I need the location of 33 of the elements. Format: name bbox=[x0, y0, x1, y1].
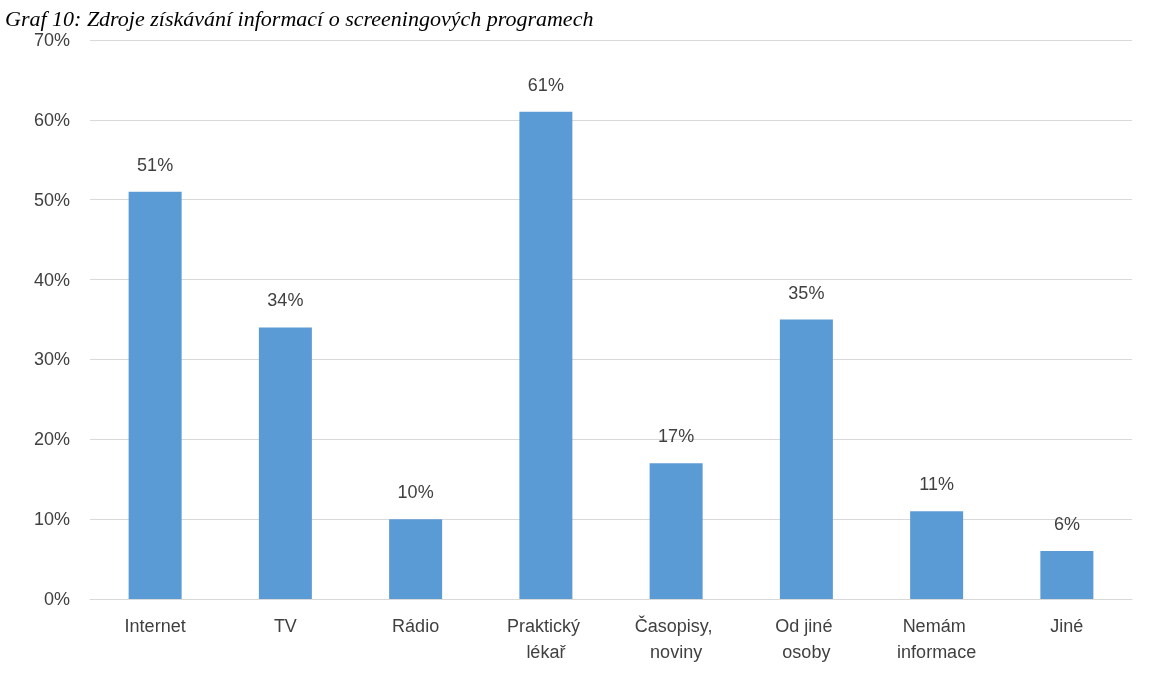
data-label: 51% bbox=[137, 154, 174, 175]
data-label: 34% bbox=[267, 290, 304, 311]
y-tick-label: 30% bbox=[33, 349, 70, 370]
x-tick-label: Internet bbox=[124, 616, 186, 636]
y-tick-label: 0% bbox=[43, 589, 70, 609]
bar bbox=[128, 191, 182, 599]
bar bbox=[258, 327, 312, 599]
y-tick-label: 40% bbox=[33, 269, 70, 290]
x-tick-label: Jiné bbox=[1050, 616, 1084, 636]
x-tick-label: Nemám informace bbox=[897, 616, 977, 662]
chart-title: Graf 10: Zdroje získávání informací o screeningových programech bbox=[5, 5, 594, 31]
y-tick-label: 60% bbox=[33, 109, 70, 130]
x-tick-label: Od jiné osoby bbox=[775, 616, 838, 662]
bar bbox=[649, 463, 703, 599]
x-tick-label: Časopisy, noviny bbox=[634, 615, 718, 662]
y-tick-label: 70% bbox=[33, 30, 70, 50]
data-label: 10% bbox=[397, 482, 434, 503]
data-label: 17% bbox=[658, 426, 695, 447]
bar bbox=[910, 511, 964, 599]
y-tick-label: 50% bbox=[33, 189, 70, 210]
data-label: 61% bbox=[527, 74, 564, 95]
y-tick-label: 10% bbox=[33, 509, 70, 530]
x-tick-label: Rádio bbox=[392, 616, 440, 636]
bar bbox=[1040, 551, 1094, 599]
bar bbox=[389, 519, 443, 599]
data-label: 35% bbox=[788, 282, 825, 303]
bar bbox=[519, 111, 573, 599]
y-tick-label: 20% bbox=[33, 429, 70, 450]
data-label: 6% bbox=[1053, 514, 1080, 535]
x-tick-label: TV bbox=[273, 616, 297, 636]
bar bbox=[779, 319, 833, 599]
data-label: 11% bbox=[919, 474, 954, 495]
x-tick-label: Praktický lékař bbox=[506, 616, 585, 662]
